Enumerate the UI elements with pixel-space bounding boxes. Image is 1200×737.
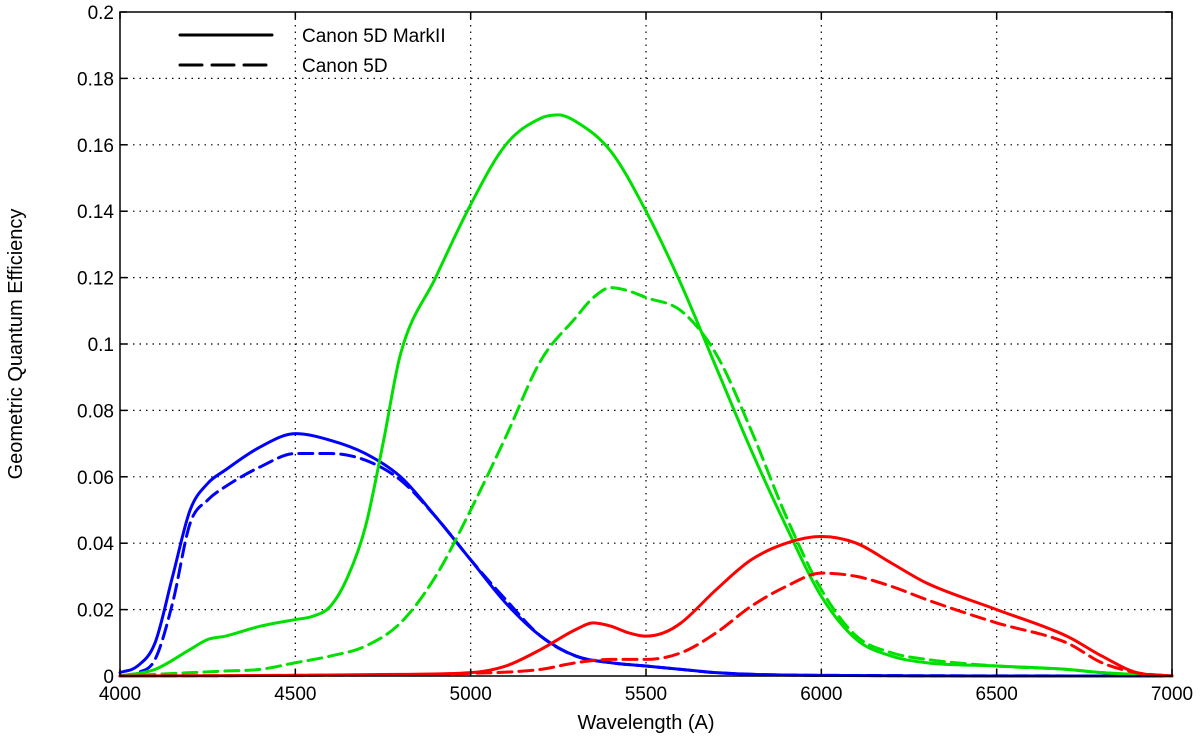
- y-tick-label: 0.12: [77, 269, 114, 290]
- grid: [120, 12, 1172, 676]
- y-tick-label: 0.02: [77, 601, 114, 622]
- x-tick-label: 5500: [625, 684, 667, 705]
- x-tick-label: 6000: [800, 684, 842, 705]
- x-tick-label: 4000: [99, 684, 141, 705]
- y-tick-label: 0.18: [77, 69, 114, 90]
- y-tick-label: 0.06: [77, 468, 114, 489]
- series-line-red-solid: [118, 535, 1174, 678]
- series-line-green-solid: [118, 113, 1174, 678]
- legend-label: Canon 5D MarkII: [302, 26, 446, 47]
- y-tick-label: 0.2: [88, 3, 114, 24]
- plot-area: [118, 113, 1174, 678]
- y-tick-label: 0.14: [77, 202, 114, 223]
- series-line-blue-solid: [118, 432, 1174, 678]
- legend: Canon 5D MarkII Canon 5D: [178, 26, 446, 77]
- y-tick-label: 0.04: [77, 534, 114, 555]
- x-tick-label: 6500: [976, 684, 1018, 705]
- y-tick-label: 0: [103, 667, 114, 688]
- y-tick-label: 0.1: [88, 335, 114, 356]
- y-tick-label: 0.16: [77, 136, 114, 157]
- x-axis-title: Wavelength (A): [577, 712, 714, 734]
- series-line-blue-dashed: [118, 452, 1174, 678]
- series-line-green-dashed: [118, 286, 1174, 678]
- y-tick-label: 0.08: [77, 401, 114, 422]
- x-tick-label: 4500: [274, 684, 316, 705]
- x-tick-label: 7000: [1151, 684, 1193, 705]
- x-tick-label: 5000: [450, 684, 492, 705]
- y-axis-title: Geometric Quantum Efficiency: [5, 209, 27, 480]
- y-axis: 0 0.02 0.04 0.06 0.08 0.1 0.12 0.14 0.16 0.18 0.2: [77, 3, 1172, 688]
- legend-label: Canon 5D: [302, 56, 388, 77]
- x-axis: 4000 4500 5000 5500 6000 6500 7000: [99, 12, 1193, 705]
- series-line-red-dashed: [118, 571, 1174, 678]
